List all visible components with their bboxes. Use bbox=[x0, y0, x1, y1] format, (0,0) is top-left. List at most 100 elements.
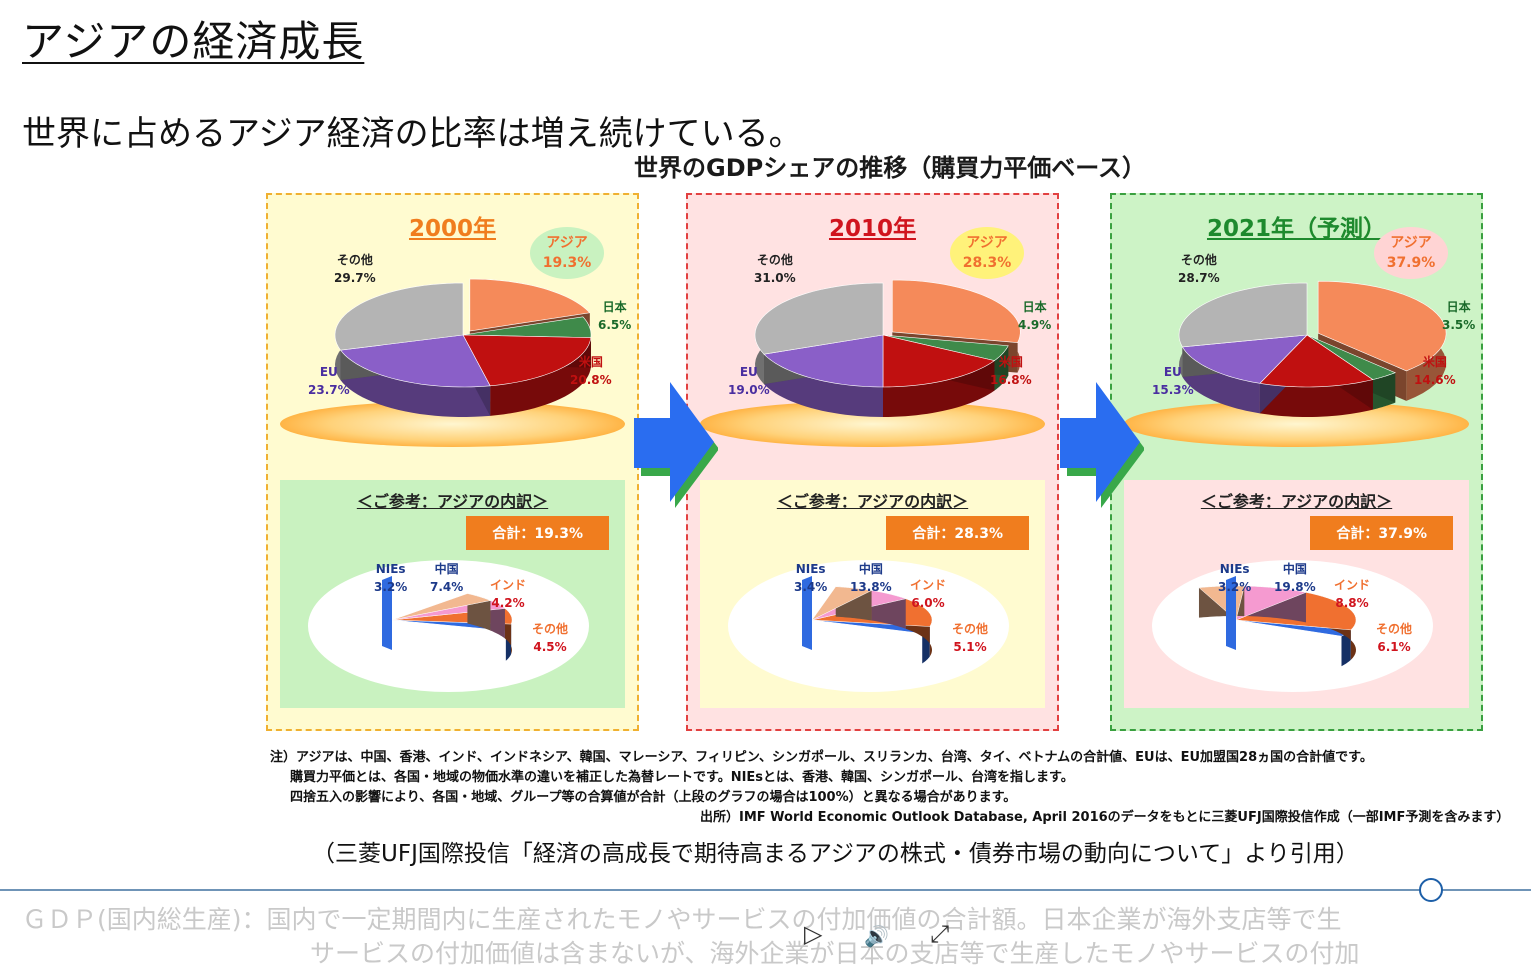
breakdown-label-name: その他 bbox=[532, 622, 569, 636]
pie-label-その他: その他 31.0% bbox=[754, 251, 796, 287]
breakdown-label-name: 中国 bbox=[434, 562, 459, 576]
subtitle-caption: ＧＤＰ(国内総生産)：国内で一定期間内に生産されたモノやサービスの付加価値の合計… bbox=[22, 905, 1342, 934]
breakdown-label-NIEs: NIEs 3.2% bbox=[374, 560, 407, 596]
breakdown-label-インド: インド 4.2% bbox=[490, 576, 526, 612]
pie-label-その他: その他 28.7% bbox=[1178, 251, 1220, 287]
page-title: アジアの経済成長 bbox=[22, 17, 365, 66]
breakdown-label-中国: 中国 7.4% bbox=[430, 560, 463, 596]
breakdown-label-NIEs: NIEs 3.4% bbox=[794, 560, 827, 596]
breakdown-label-value: 6.0% bbox=[911, 596, 945, 610]
breakdown-slice-side bbox=[490, 600, 505, 639]
breakdown-label-name: その他 bbox=[1376, 622, 1413, 636]
world-gdp-slice-EU bbox=[763, 334, 884, 388]
year-panel: 2000年 日本 6.5% 米国 20.8% EU 23.7% その他 29.7% アジア 19.3… bbox=[266, 193, 639, 731]
breakdown-slice-その他 bbox=[391, 593, 492, 621]
pie-label-name: 米国 bbox=[1422, 355, 1447, 369]
pie-label-name: アジア bbox=[1390, 235, 1432, 251]
pie-label-EU: EU 23.7% bbox=[308, 363, 350, 399]
pie-label-日本: 日本 6.5% bbox=[598, 298, 631, 334]
panel-year-label: 2000年 bbox=[408, 216, 496, 242]
pie-label-name: 日本 bbox=[1022, 300, 1047, 314]
world-gdp-slice-米国 bbox=[882, 334, 996, 388]
world-gdp-pie bbox=[1178, 280, 1447, 417]
pie-label-value: 19.0% bbox=[728, 383, 770, 397]
pie-label-name: アジア bbox=[966, 235, 1008, 251]
pie-label-name: その他 bbox=[756, 253, 793, 267]
breakdown-label-value: 4.2% bbox=[491, 596, 525, 610]
world-gdp-pie bbox=[754, 279, 1021, 417]
chart-note: 注）アジアは、中国、香港、インド、インドネシア、韓国、マレーシア、フィリピン、シ… bbox=[270, 750, 1373, 765]
asia-breakdown-title: ＜ご参考：アジアの内訳＞ bbox=[776, 492, 969, 511]
pie-label-value: 6.5% bbox=[598, 318, 632, 332]
asia-total-badge: 合計：28.3% bbox=[886, 516, 1029, 550]
subtitle-caption: サービスの付加価値は含まないが、海外企業が日本の支店等で生産したモノやサービスの… bbox=[310, 939, 1360, 968]
pie-label-value: 19.3% bbox=[542, 255, 592, 271]
volume-icon[interactable]: 🔊 bbox=[864, 924, 889, 948]
fullscreen-icon[interactable]: ⤢ bbox=[930, 920, 950, 948]
chart-note: 購買力平価とは、各国・地域の物価水準の違いを補正した為替レートです。NIEsとは… bbox=[290, 770, 1074, 785]
breakdown-label-name: 中国 bbox=[1282, 562, 1307, 576]
pie-label-name: EU bbox=[319, 365, 338, 379]
breakdown-slice-NIEs-bar bbox=[382, 576, 392, 650]
breakdown-label-value: 3.2% bbox=[1218, 580, 1252, 594]
chart-source: 出所）IMF World Economic Outlook Database, … bbox=[700, 810, 1510, 825]
page-subtitle: 世界に占めるアジア経済の比率は増え続けている。 bbox=[22, 114, 803, 154]
world-gdp-slice-日本 bbox=[462, 316, 592, 338]
pie-label-日本: 日本 3.5% bbox=[1442, 298, 1475, 334]
world-gdp-slice-side bbox=[1182, 346, 1260, 414]
pie-label-その他: その他 29.7% bbox=[334, 251, 376, 287]
pie-label-name: EU bbox=[739, 365, 758, 379]
breakdown-slice-NIEs-bar bbox=[802, 576, 812, 650]
breakdown-label-value: 7.4% bbox=[430, 580, 464, 594]
pie-label-value: 3.5% bbox=[1442, 318, 1476, 332]
asia-breakdown-pie bbox=[1198, 576, 1357, 667]
world-gdp-slice-日本 bbox=[882, 334, 1009, 361]
pie-label-value: 29.7% bbox=[334, 271, 376, 285]
arrow-icon bbox=[634, 382, 718, 508]
breakdown-label-中国: 中国 13.8% bbox=[850, 560, 892, 596]
pie-label-EU: EU 19.0% bbox=[728, 363, 770, 399]
breakdown-slice-side bbox=[1341, 629, 1351, 667]
pie-label-value: 14.6% bbox=[1414, 373, 1456, 387]
breakdown-label-name: その他 bbox=[952, 622, 989, 636]
world-gdp-slice-米国 bbox=[462, 334, 592, 387]
pie-label-asia: アジア 19.3% bbox=[530, 227, 604, 279]
world-gdp-slice-その他 bbox=[334, 282, 464, 351]
breakdown-slice-インド bbox=[1235, 585, 1307, 621]
asia-breakdown-pie bbox=[382, 576, 513, 661]
world-gdp-pie bbox=[334, 278, 592, 417]
breakdown-slice-その他 bbox=[811, 586, 873, 621]
chart-note: 四捨五入の影響により、各国・地域、グループ等の合算値が合計（上段のグラフの場合は… bbox=[290, 790, 1017, 805]
world-gdp-slice-side bbox=[763, 354, 883, 417]
breakdown-label-name: NIEs bbox=[1219, 562, 1250, 576]
pie-label-value: 28.7% bbox=[1178, 271, 1220, 285]
year-panel: 2010年 日本 4.9% 米国 16.8% EU 19.0% その他 31.0% アジア 28.3… bbox=[686, 193, 1059, 731]
chart-title: 世界のGDPシェアの推移（購買力平価ベース） bbox=[634, 154, 1147, 182]
pie-label-米国: 米国 14.6% bbox=[1414, 353, 1456, 389]
panel-year-label: 2010年 bbox=[828, 216, 916, 242]
pie-label-value: 16.8% bbox=[990, 373, 1032, 387]
pie-label-日本: 日本 4.9% bbox=[1018, 298, 1051, 334]
breakdown-label-value: 3.2% bbox=[374, 580, 408, 594]
play-icon[interactable]: ▷ bbox=[804, 920, 823, 948]
pie-label-asia: アジア 28.3% bbox=[950, 227, 1024, 279]
breakdown-label-インド: インド 8.8% bbox=[1334, 576, 1370, 612]
asia-breakdown-box: ＜ご参考：アジアの内訳＞ 合計：28.3% NIEs 3.4% 中国 13.8% インド 6.… bbox=[700, 480, 1045, 708]
breakdown-label-中国: 中国 19.8% bbox=[1274, 560, 1316, 596]
asia-total-badge: 合計：37.9% bbox=[1310, 516, 1453, 550]
breakdown-label-name: インド bbox=[490, 578, 527, 592]
pie-label-value: 28.3% bbox=[962, 255, 1012, 271]
asia-breakdown-ellipse bbox=[308, 560, 589, 692]
asia-breakdown-box: ＜ご参考：アジアの内訳＞ 合計：19.3% NIEs 3.2% 中国 7.4% インド 4.2… bbox=[280, 480, 625, 708]
progress-track[interactable] bbox=[0, 889, 1531, 891]
breakdown-label-value: 5.1% bbox=[953, 640, 987, 654]
breakdown-label-その他: その他 4.5% bbox=[532, 620, 568, 656]
world-gdp-slice-その他 bbox=[1178, 282, 1308, 348]
progress-handle[interactable] bbox=[1419, 878, 1444, 902]
pie-label-米国: 米国 20.8% bbox=[570, 353, 612, 389]
pie-label-value: 37.9% bbox=[1386, 255, 1436, 271]
panel-year-label: 2021年（予測） bbox=[1206, 216, 1386, 242]
pie-label-value: 15.3% bbox=[1152, 383, 1194, 397]
asia-breakdown-title: ＜ご参考：アジアの内訳＞ bbox=[356, 492, 549, 511]
world-gdp-slice-アジア bbox=[1317, 280, 1447, 372]
